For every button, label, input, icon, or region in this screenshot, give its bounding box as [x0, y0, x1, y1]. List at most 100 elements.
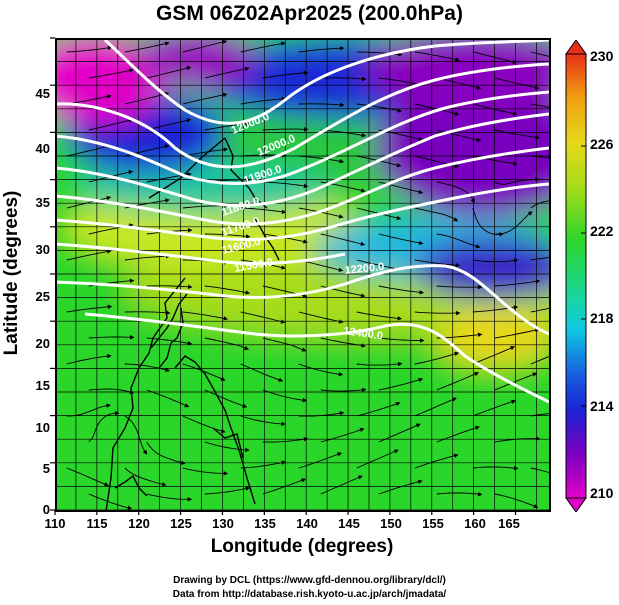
streamline: [66, 304, 113, 313]
colorbar-label: 226: [590, 136, 614, 152]
y-tick-label: 5: [42, 461, 50, 476]
streamline: [414, 453, 459, 469]
streamline: [262, 127, 309, 132]
streamline: [378, 233, 424, 246]
x-tick-label: 155: [422, 516, 444, 531]
streamline: [204, 66, 250, 79]
streamline: [472, 399, 516, 417]
streamline: [530, 413, 549, 417]
streamline: [472, 51, 518, 64]
streamline: [66, 144, 112, 157]
streamline: [378, 77, 424, 87]
streamline: [88, 388, 135, 395]
streamline: [204, 121, 251, 131]
streamline: [88, 410, 120, 443]
streamline: [494, 177, 540, 185]
streamline: [146, 66, 192, 79]
streamline: [320, 337, 366, 348]
streamline: [378, 423, 421, 443]
colorbar-label: 222: [590, 223, 614, 239]
streamline: [530, 307, 549, 313]
streamline: [530, 200, 549, 209]
drawing-credit: Drawing by DCL (https://www.gfd-dennou.o…: [173, 575, 446, 586]
x-tick-label: 140: [296, 516, 318, 531]
y-tick-label: 10: [35, 420, 50, 435]
streamline: [124, 415, 148, 455]
streamline: [66, 403, 111, 417]
streamline: [320, 76, 367, 82]
streamline: [378, 479, 423, 495]
streamline: [204, 441, 250, 453]
height-contour: [55, 264, 549, 336]
temperature-field: 12000.0 12000.0 11900.0 11800.0 11700.0 …: [55, 38, 549, 510]
wind-streamlines: [66, 39, 549, 510]
y-tick-label: 15: [35, 378, 50, 393]
streamline: [124, 253, 171, 261]
streamline: [436, 129, 482, 142]
streamline: [124, 310, 171, 316]
streamline: [182, 147, 229, 157]
streamline: [298, 102, 345, 108]
streamline: [472, 258, 519, 263]
streamline: [240, 96, 287, 105]
y-tick-label: 40: [35, 141, 50, 156]
streamline: [66, 45, 113, 53]
streamline: [494, 493, 539, 509]
streamline: [182, 467, 229, 476]
streamline: [298, 363, 344, 377]
streamline: [182, 415, 226, 434]
streamline: [436, 233, 481, 249]
streamline: [494, 279, 541, 287]
streamline: [472, 346, 516, 365]
streamline: [436, 491, 483, 497]
streamline: [320, 233, 366, 246]
streamline: [182, 363, 226, 381]
colorbar: [565, 40, 587, 512]
x-tick-label: 165: [498, 516, 520, 531]
height-contour: [55, 62, 549, 169]
streamline: [262, 478, 307, 495]
y-tick-label: 20: [35, 336, 50, 351]
height-contour: [55, 90, 549, 186]
streamline: [320, 475, 363, 495]
y-tick-label: 35: [35, 195, 50, 210]
y-axis-label: Latitude (degrees): [1, 190, 22, 356]
streamline: [298, 411, 345, 417]
streamline: [436, 372, 480, 391]
streamline: [530, 257, 549, 261]
streamline: [356, 259, 402, 272]
y-tick-label: 0: [42, 502, 50, 517]
streamline: [240, 311, 286, 324]
streamline: [240, 415, 286, 427]
x-tick-label: 115: [86, 516, 108, 531]
streamline: [378, 337, 425, 343]
streamline: [356, 449, 399, 469]
x-tick-label: 160: [464, 516, 486, 531]
streamline: [356, 361, 403, 367]
colorbar-label: 210: [590, 485, 614, 501]
contour-label: 12200.0: [344, 261, 385, 277]
colorbar-top-arrow: [565, 40, 587, 55]
streamline: [378, 285, 425, 295]
streamline: [88, 493, 133, 510]
streamline: [414, 397, 457, 417]
streamline: [204, 285, 251, 295]
streamline: [146, 389, 190, 408]
streamline: [494, 327, 540, 339]
streamline: [436, 77, 482, 90]
streamline: [182, 39, 228, 53]
streamline: [146, 441, 186, 465]
streamline: [298, 46, 345, 53]
streamline: [530, 356, 549, 365]
streamline: [472, 103, 518, 116]
streamline: [182, 311, 229, 321]
streamline: [262, 337, 307, 352]
streamline: [124, 41, 170, 53]
streamline: [66, 195, 112, 209]
streamline: [320, 387, 367, 393]
streamline: [298, 155, 345, 164]
colorbar-gradient: [565, 53, 587, 499]
x-tick-label: 130: [212, 516, 234, 531]
streamline: [182, 92, 228, 105]
streamline: [124, 92, 170, 105]
